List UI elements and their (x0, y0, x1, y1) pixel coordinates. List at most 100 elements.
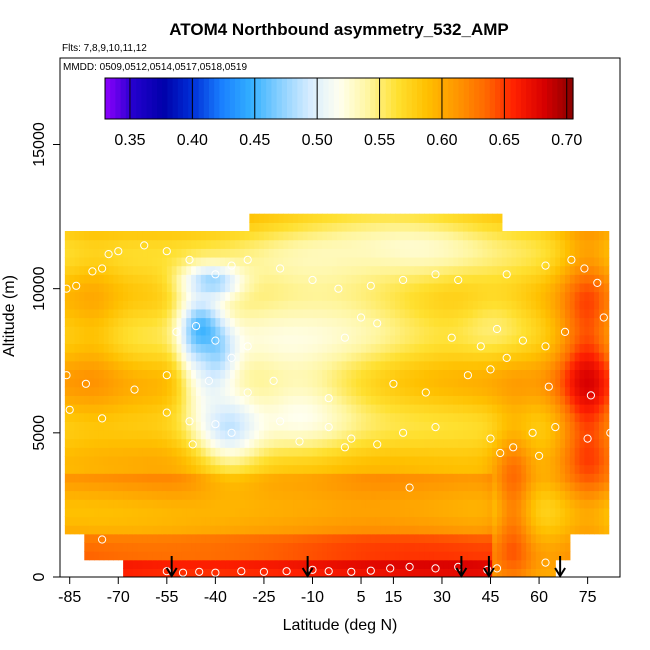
heat-cell (540, 507, 547, 518)
heat-cell (535, 507, 542, 518)
heat-cell (89, 516, 95, 526)
heat-cell (603, 525, 610, 535)
heat-cell (341, 248, 348, 258)
heat-cell (327, 317, 333, 327)
heat-cell (399, 421, 406, 431)
heat-cell (555, 326, 561, 336)
heat-cell (254, 343, 260, 353)
heat-cell (166, 231, 173, 241)
heat-cell (220, 429, 226, 440)
heat-cell (108, 438, 115, 448)
heat-cell (283, 412, 289, 422)
heat-cell (127, 421, 134, 431)
heat-cell (263, 378, 270, 388)
heat-cell (395, 334, 401, 345)
heat-cell (118, 464, 124, 474)
heat-cell (317, 499, 323, 509)
heat-cell (346, 231, 352, 241)
heat-cell (234, 291, 241, 301)
observation-point (104, 250, 113, 259)
heat-cell (380, 300, 386, 310)
heat-cell (380, 559, 386, 569)
heat-cell (526, 239, 532, 249)
heat-cell (132, 282, 139, 293)
heat-cell (579, 473, 585, 483)
heat-cell (263, 300, 270, 310)
heat-cell (448, 386, 454, 396)
heat-cell (132, 516, 139, 526)
heat-cell (511, 352, 518, 362)
heat-cell (594, 386, 600, 396)
heat-cell (336, 360, 343, 370)
heat-cell (147, 404, 153, 414)
heat-cell (317, 248, 323, 258)
heat-cell (249, 412, 255, 422)
heat-cell (210, 481, 216, 492)
heat-cell (419, 343, 425, 353)
heat-cell (302, 334, 309, 345)
heat-cell (453, 421, 459, 431)
heat-cell (472, 369, 479, 379)
heat-cell (171, 352, 178, 362)
heat-cell (225, 533, 231, 543)
heat-cell (477, 213, 484, 223)
heat-cell (302, 533, 309, 543)
heat-cell (516, 542, 522, 552)
heat-cell (535, 559, 542, 569)
heat-cell (157, 360, 163, 370)
heat-cell (399, 464, 406, 474)
heat-cell (331, 352, 338, 362)
heat-cell (69, 300, 76, 310)
colorbar-segment (188, 78, 194, 119)
heat-cell (598, 231, 605, 241)
heat-cell (579, 334, 585, 345)
heat-cell (569, 507, 576, 518)
heat-cell (390, 248, 396, 258)
heat-cell (205, 326, 212, 336)
heat-cell (225, 334, 231, 345)
heat-cell (234, 282, 241, 293)
heat-cell (414, 559, 420, 569)
heat-cell (239, 559, 246, 569)
heat-cell (603, 343, 610, 353)
heat-cell (268, 533, 275, 543)
observation-point (227, 428, 236, 437)
heat-cell (317, 291, 323, 301)
heat-cell (399, 352, 406, 362)
heat-cell (166, 516, 173, 526)
heat-cell (322, 412, 328, 422)
heat-cell (210, 438, 216, 448)
heat-cell (414, 369, 420, 379)
heat-cell (506, 256, 513, 267)
heat-cell (448, 568, 454, 577)
colorbar-segment (354, 78, 361, 119)
heat-cell (268, 222, 275, 232)
heat-cell (312, 542, 318, 552)
observation-point (373, 440, 382, 449)
heat-cell (288, 274, 294, 284)
heat-cell (356, 464, 362, 474)
heat-cell (84, 386, 90, 396)
heat-cell (419, 317, 425, 327)
observation-point (583, 434, 592, 443)
heat-cell (526, 378, 532, 388)
heat-cell (98, 239, 105, 249)
heat-cell (118, 317, 124, 327)
heat-cell (506, 265, 513, 275)
heat-cell (584, 256, 590, 267)
heat-cell (293, 395, 299, 405)
heat-cell (200, 559, 207, 569)
heat-cell (487, 300, 493, 310)
heat-cell (171, 551, 178, 561)
heat-cell (181, 343, 187, 353)
heat-cell (79, 265, 85, 275)
heat-cell (176, 343, 182, 353)
heat-cell (390, 300, 396, 310)
heat-cell (516, 551, 522, 561)
heat-cell (215, 455, 221, 466)
heat-cell (254, 282, 260, 293)
heat-cell (564, 395, 571, 405)
heat-cell (249, 291, 255, 301)
heat-cell (171, 516, 178, 526)
heat-cell (108, 525, 115, 535)
